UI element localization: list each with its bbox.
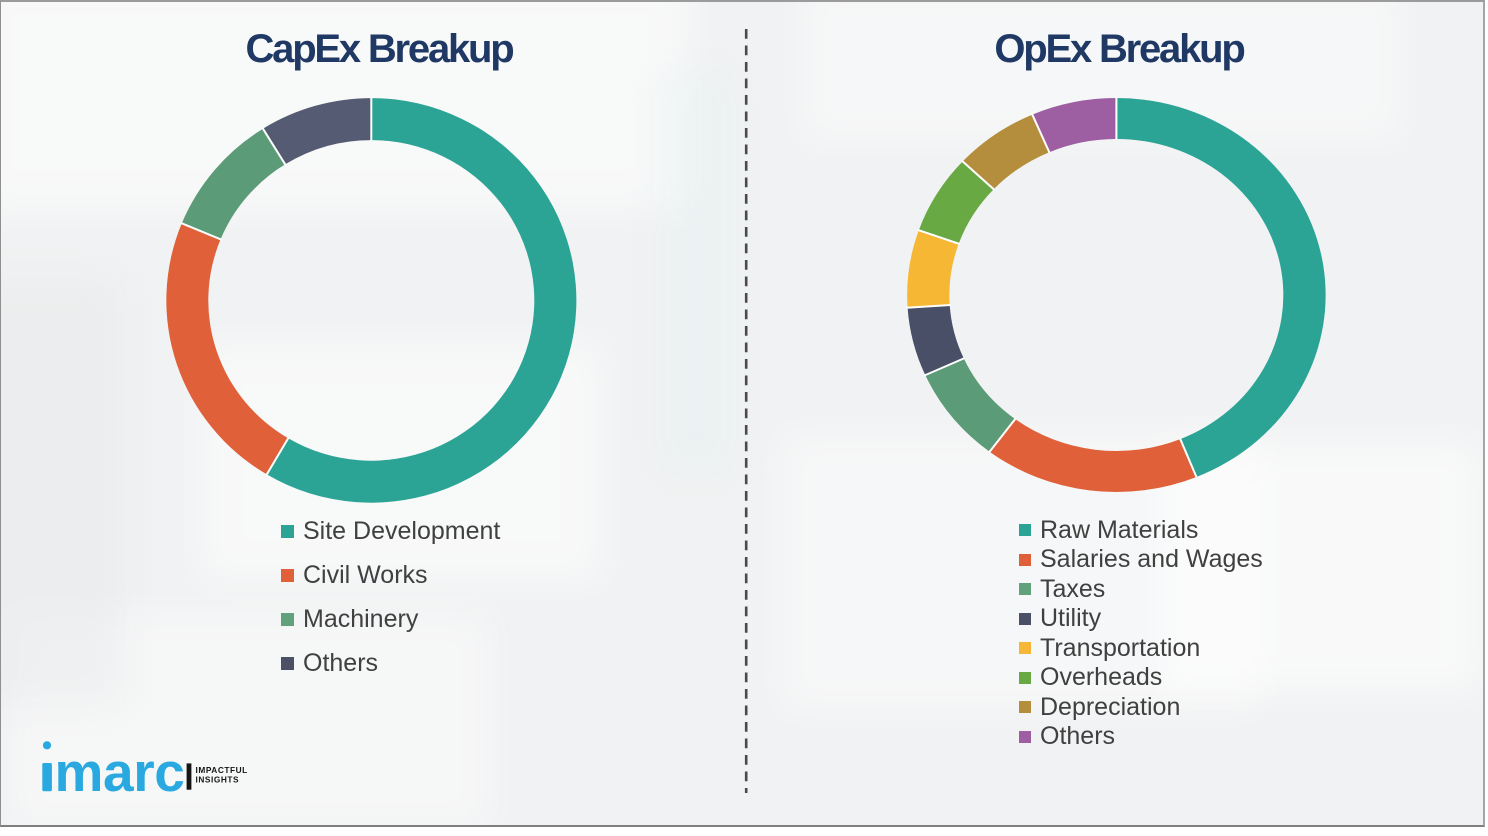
svg-text:marc: marc bbox=[55, 741, 185, 803]
svg-text:INSIGHTS: INSIGHTS bbox=[196, 774, 240, 784]
svg-text:IMPACTFUL: IMPACTFUL bbox=[196, 765, 248, 775]
